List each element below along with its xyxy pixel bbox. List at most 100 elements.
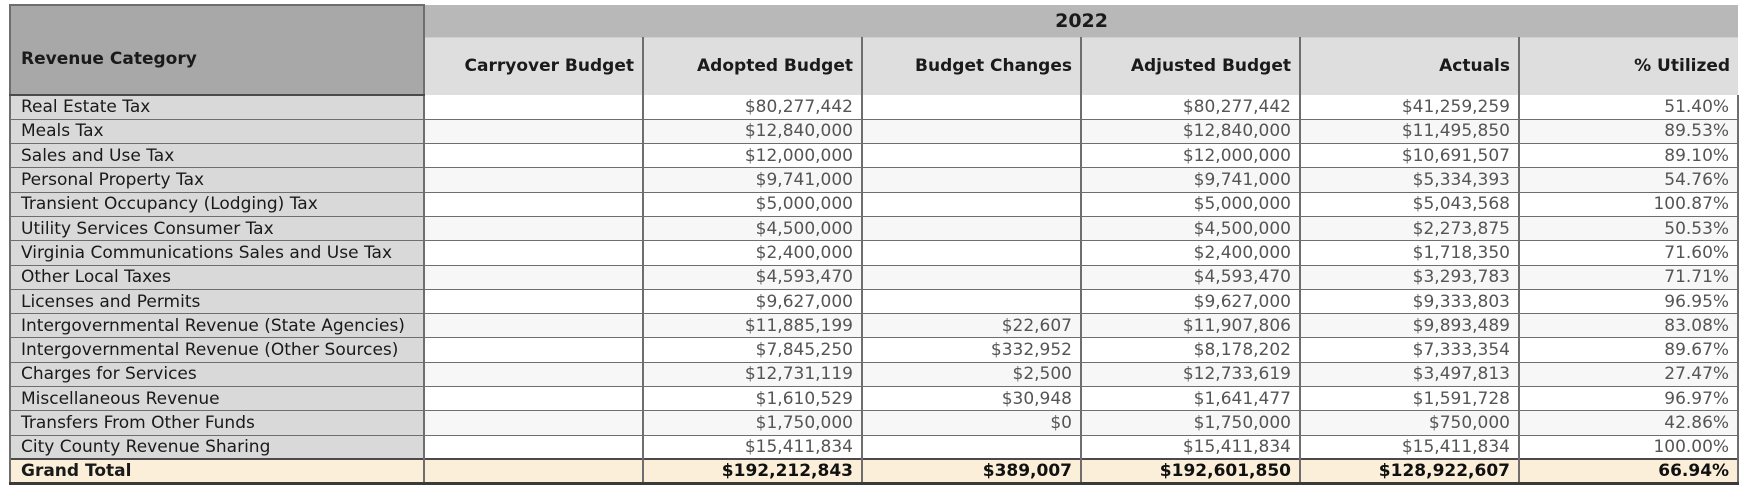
total-adjusted-cell[interactable]: $192,601,850 (1081, 458, 1301, 485)
utilized-cell[interactable]: 42.86% (1519, 410, 1739, 436)
changes-cell[interactable] (862, 192, 1082, 217)
utilized-cell[interactable]: 51.40% (1519, 95, 1739, 120)
actuals-cell[interactable]: $1,718,350 (1300, 240, 1520, 266)
changes-cell[interactable]: $22,607 (862, 313, 1082, 339)
category-cell[interactable]: Charges for Services (9, 362, 425, 388)
adopted-cell[interactable]: $2,400,000 (643, 240, 863, 266)
utilized-cell[interactable]: 96.97% (1519, 386, 1739, 412)
table-row[interactable]: Virginia Communications Sales and Use Ta… (9, 240, 1739, 266)
adjusted-cell[interactable]: $1,750,000 (1081, 410, 1301, 436)
table-row[interactable]: Transfers From Other Funds $1,750,000 $0 $1… (9, 410, 1739, 436)
category-cell[interactable]: Intergovernmental Revenue (State Agencie… (9, 313, 425, 339)
changes-cell[interactable] (862, 265, 1082, 290)
changes-cell[interactable] (862, 143, 1082, 169)
utilized-cell[interactable]: 27.47% (1519, 362, 1739, 388)
table-row[interactable]: Sales and Use Tax $12,000,000 $12,000,000 $… (9, 143, 1739, 169)
utilized-cell[interactable]: 100.87% (1519, 192, 1739, 217)
actuals-cell[interactable]: $3,497,813 (1300, 362, 1520, 388)
actuals-cell[interactable]: $5,334,393 (1300, 167, 1520, 193)
changes-cell[interactable] (862, 167, 1082, 193)
carryover-cell[interactable] (424, 410, 644, 436)
total-changes-cell[interactable]: $389,007 (862, 458, 1082, 485)
utilized-cell[interactable]: 71.60% (1519, 240, 1739, 266)
category-cell[interactable]: Sales and Use Tax (9, 143, 425, 169)
carryover-cell[interactable] (424, 192, 644, 217)
carryover-cell[interactable] (424, 143, 644, 169)
utilized-cell[interactable]: 89.67% (1519, 337, 1739, 363)
utilized-cell[interactable]: 89.53% (1519, 119, 1739, 145)
adjusted-cell[interactable]: $4,500,000 (1081, 216, 1301, 242)
table-row[interactable]: Intergovernmental Revenue (State Agencie… (9, 313, 1739, 339)
header-percent-utilized[interactable]: % Utilized (1517, 36, 1739, 95)
category-cell[interactable]: City County Revenue Sharing (9, 435, 425, 460)
category-cell[interactable]: Miscellaneous Revenue (9, 386, 425, 412)
changes-cell[interactable]: $2,500 (862, 362, 1082, 388)
actuals-cell[interactable]: $7,333,354 (1300, 337, 1520, 363)
carryover-cell[interactable] (424, 362, 644, 388)
actuals-cell[interactable]: $10,691,507 (1300, 143, 1520, 169)
carryover-cell[interactable] (424, 265, 644, 290)
actuals-cell[interactable]: $41,259,259 (1300, 95, 1520, 120)
actuals-cell[interactable]: $9,333,803 (1300, 289, 1520, 315)
category-cell[interactable]: Personal Property Tax (9, 167, 425, 193)
changes-cell[interactable] (862, 216, 1082, 242)
category-cell[interactable]: Intergovernmental Revenue (Other Sources… (9, 337, 425, 363)
carryover-cell[interactable] (424, 313, 644, 339)
adjusted-cell[interactable]: $2,400,000 (1081, 240, 1301, 266)
adopted-cell[interactable]: $4,593,470 (643, 265, 863, 290)
adjusted-cell[interactable]: $11,907,806 (1081, 313, 1301, 339)
table-row[interactable]: Licenses and Permits $9,627,000 $9,627,000… (9, 289, 1739, 315)
table-row[interactable]: Other Local Taxes $4,593,470 $4,593,470 $3,… (9, 265, 1739, 290)
utilized-cell[interactable]: 50.53% (1519, 216, 1739, 242)
changes-cell[interactable]: $332,952 (862, 337, 1082, 363)
adopted-cell[interactable]: $9,741,000 (643, 167, 863, 193)
adopted-cell[interactable]: $1,610,529 (643, 386, 863, 412)
adopted-cell[interactable]: $1,750,000 (643, 410, 863, 436)
adopted-cell[interactable]: $5,000,000 (643, 192, 863, 217)
table-row[interactable]: Charges for Services $12,731,119 $2,500 $12… (9, 362, 1739, 388)
category-cell[interactable]: Transfers From Other Funds (9, 410, 425, 436)
utilized-cell[interactable]: 89.10% (1519, 143, 1739, 169)
adjusted-cell[interactable]: $1,641,477 (1081, 386, 1301, 412)
adopted-cell[interactable]: $7,845,250 (643, 337, 863, 363)
carryover-cell[interactable] (424, 167, 644, 193)
actuals-cell[interactable]: $5,043,568 (1300, 192, 1520, 217)
actuals-cell[interactable]: $2,273,875 (1300, 216, 1520, 242)
header-adopted-budget[interactable]: Adopted Budget (642, 36, 862, 95)
table-row[interactable]: Intergovernmental Revenue (Other Sources… (9, 337, 1739, 363)
actuals-cell[interactable]: $1,591,728 (1300, 386, 1520, 412)
adjusted-cell[interactable]: $8,178,202 (1081, 337, 1301, 363)
adopted-cell[interactable]: $4,500,000 (643, 216, 863, 242)
utilized-cell[interactable]: 96.95% (1519, 289, 1739, 315)
adjusted-cell[interactable]: $80,277,442 (1081, 95, 1301, 120)
actuals-cell[interactable]: $750,000 (1300, 410, 1520, 436)
actuals-cell[interactable]: $15,411,834 (1300, 435, 1520, 460)
header-adjusted-budget[interactable]: Adjusted Budget (1080, 36, 1300, 95)
actuals-cell[interactable]: $11,495,850 (1300, 119, 1520, 145)
adopted-cell[interactable]: $11,885,199 (643, 313, 863, 339)
adopted-cell[interactable]: $80,277,442 (643, 95, 863, 120)
utilized-cell[interactable]: 83.08% (1519, 313, 1739, 339)
adopted-cell[interactable]: $15,411,834 (643, 435, 863, 460)
total-category-cell[interactable]: Grand Total (9, 458, 425, 485)
category-cell[interactable]: Utility Services Consumer Tax (9, 216, 425, 242)
adjusted-cell[interactable]: $12,000,000 (1081, 143, 1301, 169)
carryover-cell[interactable] (424, 386, 644, 412)
actuals-cell[interactable]: $9,893,489 (1300, 313, 1520, 339)
changes-cell[interactable]: $30,948 (862, 386, 1082, 412)
changes-cell[interactable] (862, 95, 1082, 120)
changes-cell[interactable] (862, 240, 1082, 266)
total-actuals-cell[interactable]: $128,922,607 (1300, 458, 1520, 485)
category-cell[interactable]: Other Local Taxes (9, 265, 425, 290)
table-row[interactable]: Utility Services Consumer Tax $4,500,000 $… (9, 216, 1739, 242)
adjusted-cell[interactable]: $12,840,000 (1081, 119, 1301, 145)
adopted-cell[interactable]: $12,840,000 (643, 119, 863, 145)
adjusted-cell[interactable]: $4,593,470 (1081, 265, 1301, 290)
header-budget-changes[interactable]: Budget Changes (861, 36, 1081, 95)
table-row[interactable]: Personal Property Tax $9,741,000 $9,741,00… (9, 167, 1739, 193)
utilized-cell[interactable]: 71.71% (1519, 265, 1739, 290)
carryover-cell[interactable] (424, 216, 644, 242)
utilized-cell[interactable]: 100.00% (1519, 435, 1739, 460)
carryover-cell[interactable] (424, 95, 644, 120)
header-revenue-category[interactable]: Revenue Category (9, 4, 425, 96)
